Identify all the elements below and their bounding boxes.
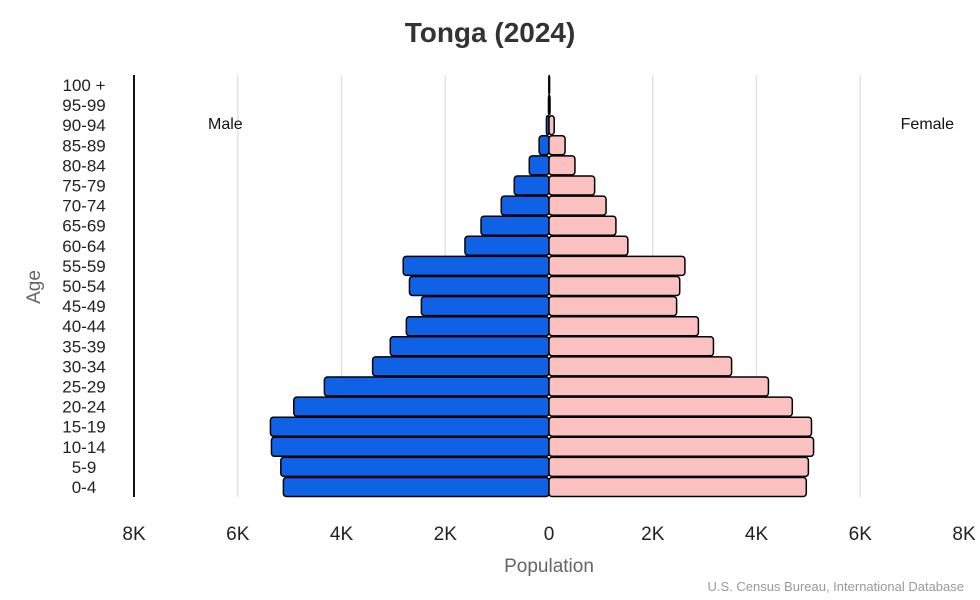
female-bar-30-34: [548, 356, 733, 377]
x-tick-label: 8K: [122, 524, 146, 545]
female-bar-15-19: [548, 416, 813, 437]
age-group-label: 55-59: [62, 257, 105, 276]
male-bar-25-29: [323, 376, 550, 397]
x-tick-label: 6K: [226, 524, 250, 545]
female-bar-70-74: [548, 195, 607, 216]
male-bar-20-24: [293, 396, 550, 417]
female-bar-90-94: [548, 114, 555, 136]
male-bar-60-64: [464, 235, 550, 257]
x-tick-label: 0: [544, 524, 555, 545]
age-group-label: 5-9: [72, 458, 97, 477]
male-bar-55-59: [402, 255, 550, 277]
x-tick-label: 6K: [849, 524, 873, 545]
age-group-label: 100 +: [62, 76, 105, 95]
female-bar-25-29: [548, 376, 770, 397]
female-bar-40-44: [548, 315, 700, 337]
female-bar-35-39: [548, 336, 715, 357]
x-tick-label: 8K: [952, 524, 976, 545]
female-bar-85-89: [548, 135, 566, 156]
male-bar-45-49: [420, 295, 550, 317]
age-group-label: 20-24: [62, 398, 105, 417]
x-tick-label: 4K: [330, 524, 354, 545]
y-axis-title: Age: [24, 270, 45, 304]
age-group-label: 10-14: [62, 438, 105, 457]
male-bar-75-79: [513, 175, 550, 196]
age-group-label: 30-34: [62, 357, 105, 376]
female-bar-60-64: [548, 235, 629, 257]
x-tick-label: 2K: [641, 524, 665, 545]
age-group-label: 0-4: [72, 478, 97, 497]
male-bar-30-34: [371, 356, 550, 377]
female-bar-75-79: [548, 175, 596, 196]
x-tick-label: 4K: [745, 524, 769, 545]
male-bar-0-4: [282, 476, 550, 498]
age-group-label: 85-89: [62, 136, 105, 155]
age-group-label: 80-84: [62, 156, 105, 175]
female-bar-5-9: [548, 456, 810, 478]
age-group-label: 15-19: [62, 418, 105, 437]
age-group-label: 95-99: [62, 96, 105, 115]
age-group-label: 90-94: [62, 116, 105, 135]
x-tick-label: 2K: [434, 524, 458, 545]
male-bar-15-19: [269, 416, 550, 437]
male-bar-40-44: [405, 315, 550, 337]
female-bar-100 +: [548, 74, 551, 96]
age-group-label: 60-64: [62, 237, 105, 256]
age-group-label: 50-54: [62, 277, 105, 296]
male-bar-50-54: [408, 275, 550, 297]
male-bar-85-89: [538, 135, 550, 156]
age-group-label: 65-69: [62, 217, 105, 236]
age-group-label: 45-49: [62, 297, 105, 316]
male-bar-35-39: [389, 336, 550, 357]
female-bar-10-14: [548, 436, 815, 458]
age-group-label: 75-79: [62, 177, 105, 196]
age-group-label: 25-29: [62, 378, 105, 397]
source-note: U.S. Census Bureau, International Databa…: [707, 579, 964, 594]
male-bar-5-9: [280, 456, 550, 478]
male-label: Male: [208, 116, 243, 133]
male-bar-80-84: [528, 155, 550, 176]
female-bar-0-4: [548, 476, 808, 498]
female-bar-45-49: [548, 295, 678, 317]
female-bar-65-69: [548, 215, 617, 236]
chart-title: Tonga (2024): [405, 17, 576, 48]
female-bar-55-59: [548, 255, 686, 277]
female-bar-95-99: [548, 94, 551, 116]
age-group-label: 35-39: [62, 337, 105, 356]
male-bar-10-14: [270, 436, 550, 458]
male-bar-65-69: [480, 215, 550, 236]
female-bar-20-24: [548, 396, 794, 417]
female-bar-50-54: [548, 275, 681, 297]
age-group-label: 40-44: [62, 317, 105, 336]
male-bar-70-74: [500, 195, 550, 216]
female-label: Female: [901, 116, 954, 133]
age-group-label: 70-74: [62, 197, 105, 216]
female-bar-80-84: [548, 155, 576, 176]
x-axis-title: Population: [504, 556, 594, 577]
